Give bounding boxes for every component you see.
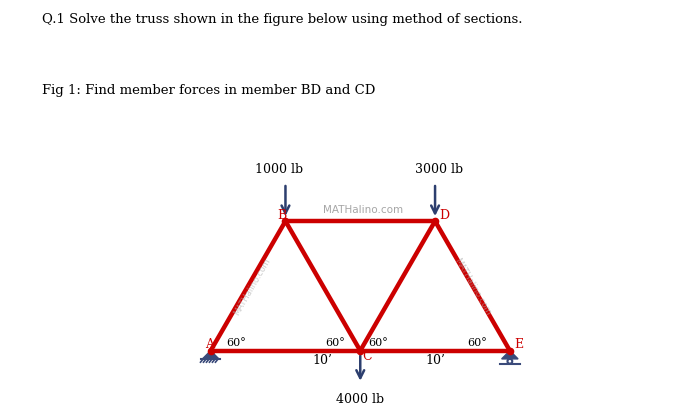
Text: A: A	[204, 338, 214, 351]
Text: Fig 1: Find member forces in member BD and CD: Fig 1: Find member forces in member BD a…	[42, 84, 375, 97]
Text: 4000 lb: 4000 lb	[336, 393, 384, 405]
Text: 3000 lb: 3000 lb	[416, 163, 463, 176]
Text: MATHalino.com: MATHalino.com	[232, 256, 272, 316]
Text: MATHalino.com: MATHalino.com	[323, 205, 403, 215]
Text: Q.1 Solve the truss shown in the figure below using method of sections.: Q.1 Solve the truss shown in the figure …	[42, 13, 522, 25]
Text: E: E	[514, 338, 524, 351]
Text: C: C	[363, 350, 372, 363]
Text: 1000 lb: 1000 lb	[256, 163, 304, 176]
Polygon shape	[502, 351, 518, 359]
Text: 10’: 10’	[313, 354, 332, 367]
Text: 60°: 60°	[226, 338, 246, 348]
Text: B: B	[277, 209, 286, 222]
Text: 60°: 60°	[368, 338, 388, 348]
Text: MATHalino.com: MATHalino.com	[452, 256, 493, 316]
Polygon shape	[202, 351, 219, 359]
Text: 60°: 60°	[325, 338, 344, 348]
Text: 10’: 10’	[425, 354, 445, 367]
Text: 60°: 60°	[467, 338, 486, 348]
Text: D: D	[439, 209, 449, 222]
